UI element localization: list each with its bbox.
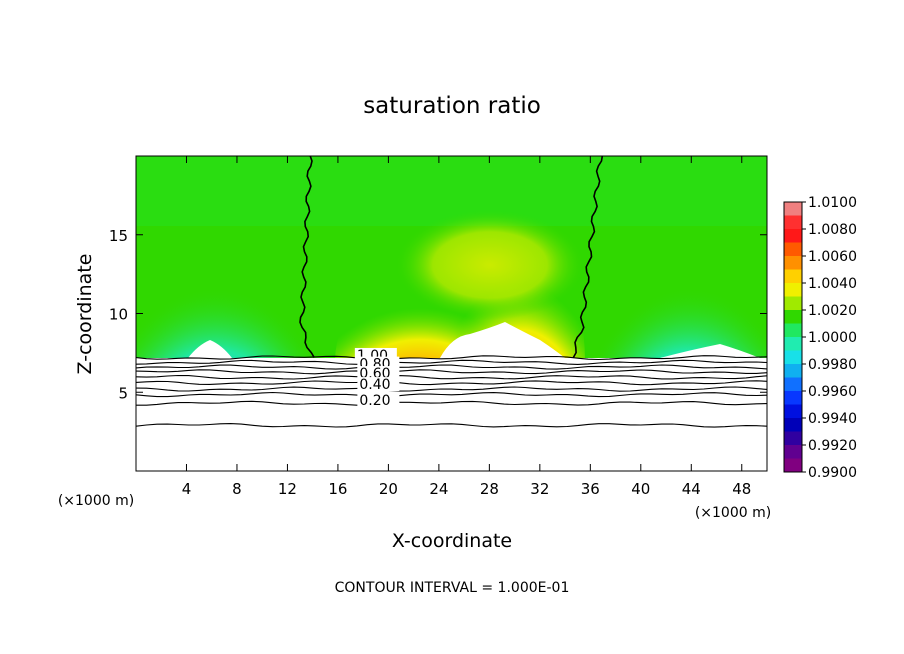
- colorbar-label: 0.9960: [808, 384, 857, 400]
- colorbar-label: 1.0080: [808, 222, 857, 238]
- colorbar-swatch: [784, 283, 802, 297]
- x-tick-label: 48: [732, 480, 751, 498]
- contour-line: [136, 386, 767, 392]
- contour-lines: [136, 355, 767, 428]
- x-tick-label: 28: [480, 480, 499, 498]
- cloud-free-patch-right: [660, 344, 760, 358]
- x-tick-label: 8: [232, 480, 242, 498]
- colorbar-swatch: [784, 337, 802, 351]
- x-tick-label: 40: [631, 480, 650, 498]
- colorbar-swatch: [784, 256, 802, 270]
- x-tick-label: 44: [682, 480, 701, 498]
- x-unit-left: (×1000 m): [58, 493, 134, 509]
- plot-area: [136, 156, 767, 471]
- y-tick-label: 5: [118, 384, 128, 402]
- colorbar: 1.0100 1.0080 1.0060 1.0040 1.0020 1.0000 0.99…: [783, 195, 857, 481]
- x-tick-label: 20: [379, 480, 398, 498]
- colorbar-swatch: [784, 215, 802, 230]
- colorbar-label: 1.0020: [808, 303, 857, 319]
- heatmap-field: [136, 156, 767, 358]
- y-tick-label: 15: [109, 227, 128, 245]
- cloud-boundary-lines: [299, 156, 604, 359]
- x-axis-label: X-coordinate: [392, 530, 512, 552]
- y-axis-ticks: 5 10 15: [109, 227, 767, 402]
- heatmap-subsat-right: [600, 212, 767, 358]
- colorbar-swatch: [784, 418, 802, 432]
- heatmap-subsat-left: [136, 212, 310, 358]
- colorbar-swatch: [784, 229, 802, 243]
- contour-line: [136, 364, 767, 370]
- colorbar-label: 1.0100: [808, 195, 857, 211]
- contour-label: 0.40: [359, 377, 390, 393]
- x-tick-label: 4: [182, 480, 192, 498]
- cloud-free-patch-mid: [440, 322, 565, 358]
- contour-line: [136, 359, 767, 365]
- colorbar-swatch: [784, 364, 802, 378]
- contour-line: [136, 400, 767, 406]
- colorbar-swatch: [784, 458, 802, 473]
- x-tick-label: 32: [530, 480, 549, 498]
- contour-line: [136, 423, 767, 428]
- contour-label-bg: [357, 392, 400, 407]
- colorbar-swatch: [784, 404, 802, 419]
- colorbar-swatch: [784, 431, 802, 446]
- colorbar-label: 1.0060: [808, 249, 857, 265]
- cloud-boundary-line: [299, 156, 315, 359]
- contour-label-bg: [357, 366, 400, 381]
- contour-label: 0.20: [359, 393, 390, 409]
- chart-title: saturation ratio: [363, 93, 541, 119]
- contour-interval-note: CONTOUR INTERVAL = 1.000E-01: [335, 580, 570, 596]
- x-tick-label: 16: [328, 480, 347, 498]
- colorbar-label: 0.9920: [808, 438, 857, 454]
- colorbar-swatch: [784, 350, 802, 365]
- colorbar-swatch: [784, 323, 802, 338]
- x-tick-label: 36: [581, 480, 600, 498]
- colorbar-swatch: [784, 242, 802, 257]
- colorbar-swatch: [784, 391, 802, 405]
- cloud-free-patch-left: [188, 340, 232, 358]
- colorbar-label: 1.0040: [808, 276, 857, 292]
- y-tick-label: 10: [109, 306, 128, 324]
- contour-line: [136, 369, 767, 375]
- colorbar-label: 1.0000: [808, 330, 857, 346]
- colorbar-label: 0.9940: [808, 411, 857, 427]
- x-axis-ticks: 4 8 12 16 20 24 28 32 36 40 44 48: [182, 156, 751, 498]
- contour-label-bg: [357, 377, 400, 392]
- contour-line: [136, 391, 767, 398]
- colorbar-swatch: [784, 445, 802, 459]
- heatmap-yellow-band: [395, 210, 585, 320]
- contour-line: [136, 355, 767, 361]
- heatmap-upper-tint: [136, 156, 767, 226]
- colorbar-swatch: [784, 310, 802, 324]
- cloud-boundary-line: [572, 156, 604, 358]
- colorbar-swatch: [784, 296, 802, 311]
- colorbar-label: 0.9980: [808, 357, 857, 373]
- colorbar-label: 0.9900: [808, 465, 857, 481]
- y-axis-label: Z-coordinate: [74, 254, 96, 375]
- colorbar-swatch: [784, 202, 802, 216]
- colorbar-swatch: [784, 377, 802, 392]
- colorbar-swatch: [784, 269, 802, 284]
- x-tick-label: 12: [278, 480, 297, 498]
- contour-line: [136, 380, 767, 386]
- contour-labels: 1.000.800.600.400.20: [354, 347, 400, 409]
- contour-line: [136, 374, 767, 380]
- x-tick-label: 24: [429, 480, 448, 498]
- x-unit-right: (×1000 m): [695, 505, 771, 521]
